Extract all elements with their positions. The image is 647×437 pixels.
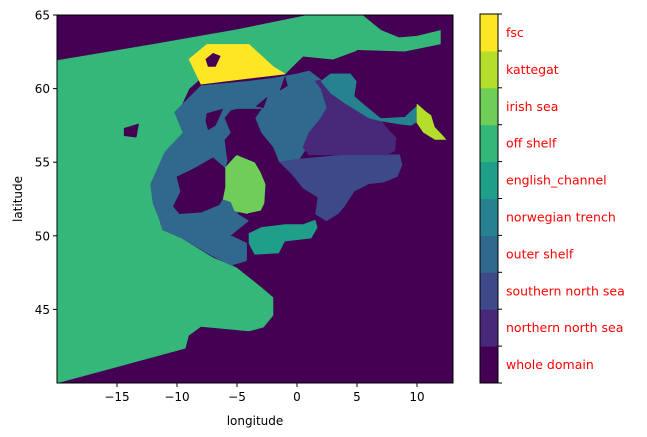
colorbar-label: norwegian trench [506, 209, 616, 224]
colorbar-swatch [480, 235, 498, 273]
colorbar-label: fsc [506, 25, 524, 40]
x-tick-label: −15 [104, 390, 129, 404]
region-land-faroe [205, 52, 221, 67]
x-tick-label: 0 [293, 390, 301, 404]
x-tick-label: −10 [164, 390, 189, 404]
x-axis-label: longitude [227, 414, 284, 428]
y-tick-label: 50 [35, 229, 50, 243]
y-axis: 45 50 55 60 65 [35, 9, 57, 317]
region-land-shetland [279, 76, 288, 91]
colorbar-swatch [480, 124, 498, 163]
x-tick-label: 5 [353, 390, 361, 404]
x-axis: −15 −10 −5 0 5 10 [104, 383, 425, 404]
colorbar-label: whole domain [506, 357, 594, 372]
colorbar-label: kattegat [506, 62, 559, 77]
region-land-orkney [255, 97, 268, 108]
colorbar-swatch [480, 161, 498, 199]
y-tick-label: 45 [35, 303, 50, 317]
x-tick-label: −5 [228, 390, 246, 404]
region-land-great-britain [224, 108, 318, 237]
y-axis-label: latitude [11, 176, 25, 222]
region-land-scottish-isles [205, 108, 223, 131]
colorbar-label: english_channel [506, 173, 607, 188]
colorbar-label: irish sea [506, 99, 558, 114]
y-tick-label: 60 [35, 82, 50, 96]
colorbar-swatch [480, 50, 498, 89]
colorbar-swatch [480, 14, 498, 52]
region-land-norway-north [362, 15, 442, 38]
colorbar-label: outer shelf [506, 246, 574, 261]
y-tick-label: 55 [35, 156, 50, 170]
x-tick-label: 10 [409, 390, 424, 404]
colorbar-swatch [480, 198, 498, 236]
region-land-continent [176, 176, 453, 383]
region-land-scandinavia [350, 15, 453, 178]
region-land-rockall [123, 123, 139, 138]
map-regions [57, 15, 453, 383]
colorbar-label: off shelf [506, 136, 557, 151]
colorbar-swatch [480, 346, 498, 384]
region-land-iceland [57, 15, 139, 34]
colorbar-swatch [480, 87, 498, 126]
colorbar-swatch [480, 309, 498, 347]
y-tick-label: 65 [35, 9, 50, 23]
colorbar-swatch [480, 272, 498, 310]
colorbar-label: southern north sea [506, 283, 625, 298]
colorbar: whole domain northern north sea southern n… [479, 13, 625, 384]
colorbar-label: northern north sea [506, 320, 623, 335]
plot-frame [56, 14, 454, 384]
region-land-ireland [173, 157, 226, 214]
